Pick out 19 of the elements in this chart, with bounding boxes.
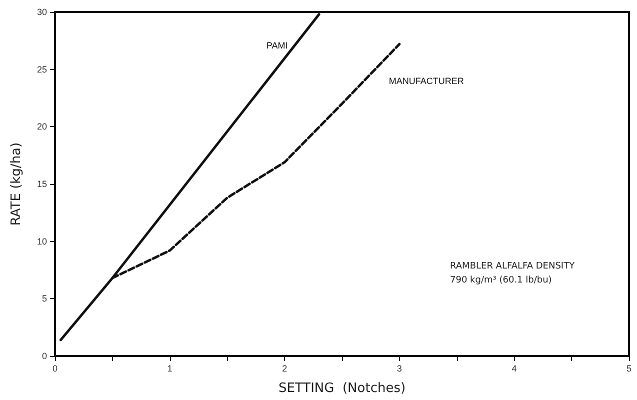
y-axis-title: RATE (kg/ha) xyxy=(9,142,24,226)
x-axis-title: SETTING (Notches) xyxy=(278,381,406,396)
x-tick-label: 4 xyxy=(512,364,517,374)
x-tick-label: 3 xyxy=(396,364,402,374)
x-tick-label: 0 xyxy=(52,364,58,374)
series-label: MANUFACTURER xyxy=(388,76,464,86)
annotation: RAMBLER ALFALFA DENSITY xyxy=(450,262,576,272)
x-tick-label: 1 xyxy=(167,364,172,374)
y-tick-label: 20 xyxy=(36,122,47,132)
series-label: PAMI xyxy=(266,40,288,50)
y-tick-label: 0 xyxy=(42,351,47,361)
x-tick-label: 5 xyxy=(626,364,632,374)
annotation: 790 kg/m³ (60.1 lb/bu) xyxy=(450,276,552,286)
y-tick-label: 10 xyxy=(36,236,47,246)
y-tick-label: 5 xyxy=(42,294,47,304)
y-tick-label: 25 xyxy=(36,64,47,74)
x-tick-label: 2 xyxy=(282,364,288,374)
y-tick-label: 30 xyxy=(36,7,47,17)
y-tick-label: 15 xyxy=(36,179,47,189)
